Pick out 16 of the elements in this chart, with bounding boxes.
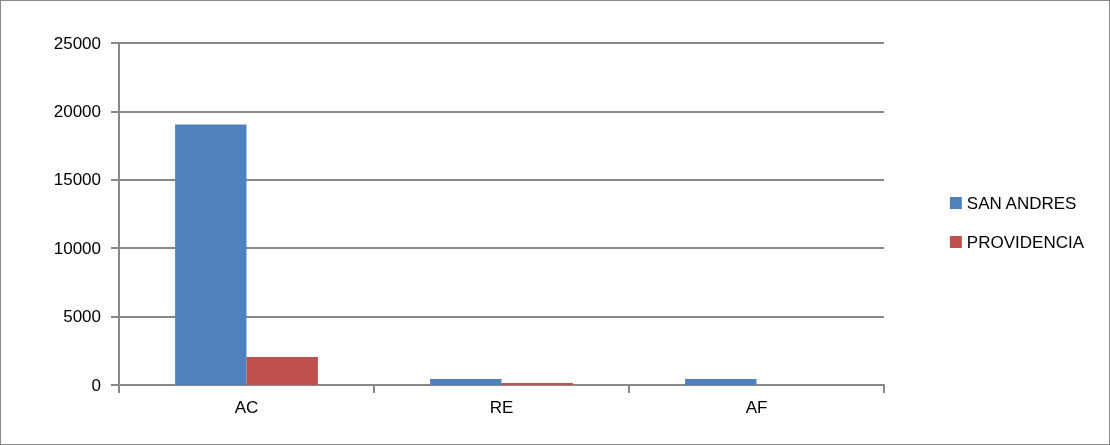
bar bbox=[430, 379, 502, 385]
x-tick-label: RE bbox=[489, 398, 514, 417]
y-tick-label: 15000 bbox=[53, 170, 101, 190]
bar bbox=[685, 379, 757, 385]
bar bbox=[246, 356, 318, 385]
bar bbox=[175, 124, 247, 385]
x-tick-label: AC bbox=[234, 398, 259, 417]
legend-label: PROVIDENCIA bbox=[966, 232, 1085, 252]
y-tick-label: 0 bbox=[91, 375, 101, 395]
y-tick-label: 10000 bbox=[53, 238, 101, 258]
x-tick-label: AF bbox=[745, 398, 768, 417]
bar bbox=[501, 382, 573, 385]
y-tick-label: 5000 bbox=[63, 307, 101, 327]
legend-label: SAN ANDRES bbox=[966, 193, 1077, 213]
y-tick-label: 25000 bbox=[53, 33, 101, 53]
y-tick-label: 20000 bbox=[53, 101, 101, 121]
